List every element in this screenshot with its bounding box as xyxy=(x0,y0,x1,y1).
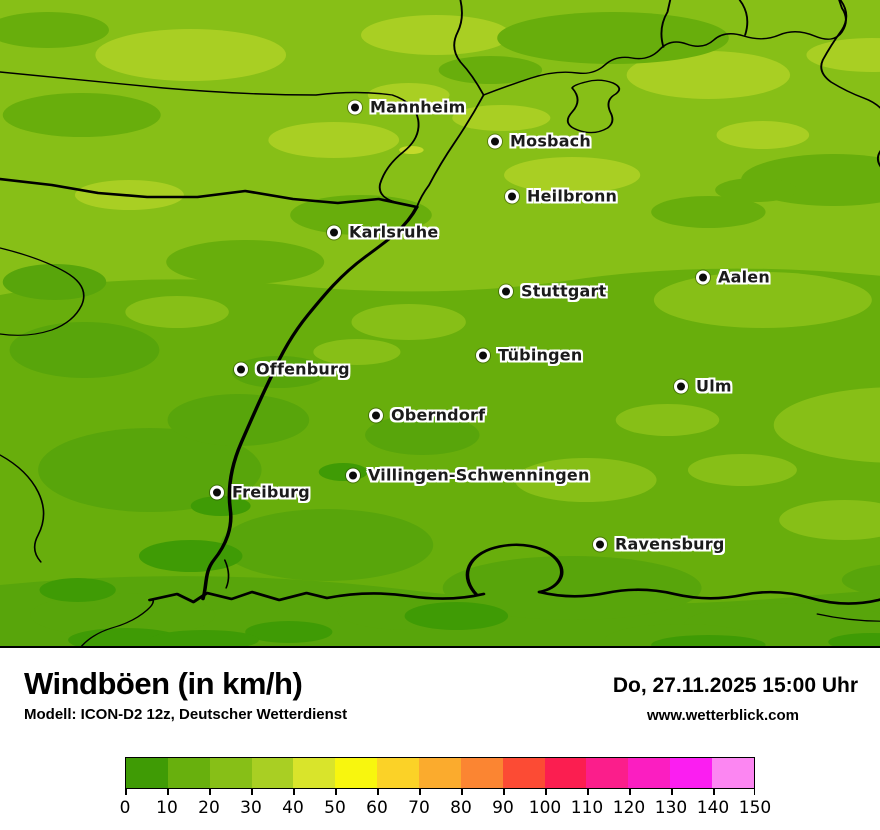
colorbar-segment xyxy=(628,758,671,788)
colorbar-segment xyxy=(670,758,713,788)
colorbar-tick-label: 120 xyxy=(612,798,646,818)
colorbar-tick xyxy=(629,789,631,795)
wind-speed-field xyxy=(0,0,880,646)
colorbar-segment xyxy=(335,758,378,788)
colorbar-segment xyxy=(460,758,503,788)
colorbar-tick xyxy=(335,789,337,795)
colorbar-tick xyxy=(671,789,673,795)
colorbar-segment xyxy=(293,758,336,788)
colorbar-tick xyxy=(377,789,379,795)
colorbar-tick xyxy=(461,789,463,795)
colorbar-tick xyxy=(419,789,421,795)
colorbar-tick xyxy=(125,789,127,795)
weather-map: Mannheim Mosbach Heilbronn Karlsruhe Stuttga… xyxy=(0,0,880,648)
colorbar-tick-label: 100 xyxy=(528,798,562,818)
colorbar-tick-label: 10 xyxy=(156,798,178,818)
colorbar-legend: 0 10 20 30 40 50 60 70 80 90 100 110 120 130 140 150 xyxy=(120,757,771,823)
website-label: www.wetterblick.com xyxy=(647,707,799,724)
state-borders xyxy=(0,0,880,646)
colorbar-tick xyxy=(713,789,715,795)
colorbar-segment xyxy=(126,758,168,788)
colorbar-tick-label: 80 xyxy=(450,798,472,818)
colorbar-tick-label: 60 xyxy=(366,798,388,818)
datetime-label: Do, 27.11.2025 15:00 Uhr xyxy=(612,674,858,697)
colorbar-segment xyxy=(586,758,629,788)
page-title: Windböen (in km/h) xyxy=(24,666,303,701)
colorbar xyxy=(125,757,755,789)
colorbar-segment xyxy=(209,758,252,788)
colorbar-tick-label: 70 xyxy=(408,798,430,818)
wind-field-canvas xyxy=(0,0,880,646)
colorbar-tick xyxy=(293,789,295,795)
colorbar-tick-label: 90 xyxy=(492,798,514,818)
colorbar-segment xyxy=(502,758,545,788)
colorbar-tick xyxy=(251,789,253,795)
colorbar-segment xyxy=(251,758,294,788)
colorbar-tick-label: 150 xyxy=(738,798,772,818)
colorbar-tick xyxy=(545,789,547,795)
colorbar-tick xyxy=(209,789,211,795)
colorbar-tick xyxy=(503,789,505,795)
colorbar-tick-label: 50 xyxy=(324,798,346,818)
colorbar-tick xyxy=(753,789,755,795)
colorbar-segment xyxy=(419,758,461,788)
colorbar-tick-label: 140 xyxy=(696,798,730,818)
colorbar-tick-label: 40 xyxy=(282,798,304,818)
colorbar-tick-label: 110 xyxy=(570,798,604,818)
colorbar-tick-label: 30 xyxy=(240,798,262,818)
colorbar-segment xyxy=(544,758,587,788)
colorbar-tick xyxy=(167,789,169,795)
colorbar-segment xyxy=(712,758,754,788)
colorbar-tick-label: 20 xyxy=(198,798,220,818)
colorbar-segment xyxy=(167,758,210,788)
model-info: Modell: ICON-D2 12z, Deutscher Wetterdie… xyxy=(24,706,348,723)
colorbar-segment xyxy=(377,758,420,788)
country-borders xyxy=(0,177,880,605)
colorbar-tick xyxy=(587,789,589,795)
colorbar-tick-label: 0 xyxy=(119,798,131,818)
colorbar-tick-label: 130 xyxy=(654,798,688,818)
